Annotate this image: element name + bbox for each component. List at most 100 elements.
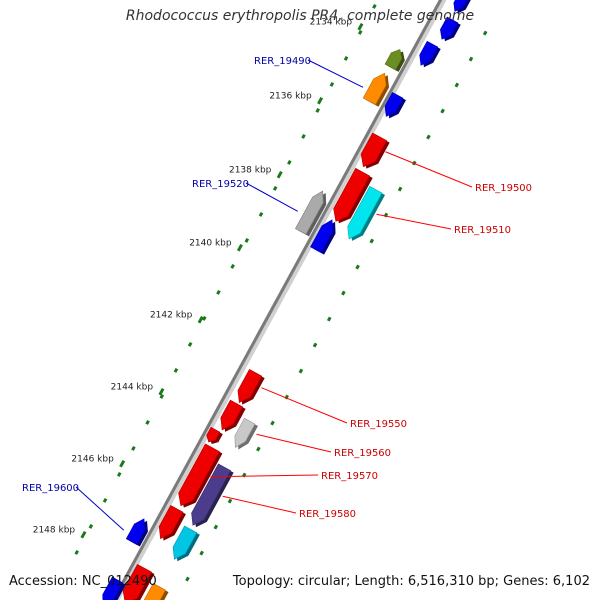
tick-label: 2144 kbp: [111, 383, 154, 393]
gene-label[interactable]: RER_19570: [321, 471, 378, 482]
gene-arrow[interactable]: [384, 92, 406, 119]
tick-mark: [80, 530, 87, 539]
gene-label[interactable]: RER_19490: [254, 56, 311, 67]
gene-arrow[interactable]: [102, 576, 126, 600]
ring-dot: [372, 3, 377, 9]
genome-title: Rhodococcus erythropolis PR4, complete g…: [125, 8, 475, 24]
gene-arrow[interactable]: [125, 518, 148, 547]
gene-arrow[interactable]: [234, 417, 258, 450]
gene-arrow[interactable]: [453, 0, 472, 14]
tick-mark: [276, 170, 283, 179]
gene-arrow[interactable]: [206, 426, 223, 444]
gene-arrow[interactable]: [139, 582, 169, 600]
accession-text: Accession: NC_012490: [9, 574, 157, 589]
gene-arrow[interactable]: [158, 505, 186, 541]
ring-dot: [343, 55, 349, 61]
gene-arrow[interactable]: [384, 49, 405, 72]
gene-leader-line: [385, 151, 473, 188]
ring-dot: [256, 446, 261, 452]
gene-label[interactable]: RER_19560: [334, 448, 391, 459]
ring-dot: [301, 133, 306, 139]
ring-dot: [131, 445, 136, 451]
ring-dot: [185, 576, 190, 582]
genome-summary: Topology: circular; Length: 6,516,310 bp…: [232, 574, 590, 589]
gene-arrow[interactable]: [191, 463, 234, 528]
ring-dot: [213, 524, 219, 530]
gene-leader-line: [307, 59, 364, 88]
ring-dot: [468, 56, 474, 62]
ring-dot: [357, 29, 363, 35]
ring-dot: [397, 186, 403, 192]
ring-dot: [116, 471, 122, 477]
gene-label[interactable]: RER_19600: [22, 483, 79, 494]
gene-arrow[interactable]: [347, 185, 385, 241]
backbone-shadow: [111, 0, 447, 600]
gene-leader-line: [75, 486, 125, 531]
gene-arrow-body: [295, 190, 324, 235]
ring-dot: [369, 238, 375, 244]
ring-dot: [258, 211, 264, 217]
ring-dot: [326, 316, 332, 322]
ring-dot: [187, 341, 193, 347]
ring-dot: [341, 290, 346, 296]
gene-arrow-body: [384, 92, 404, 117]
ring-dot: [227, 498, 233, 504]
gene-arrow-body: [310, 219, 333, 253]
gene-arrow[interactable]: [419, 40, 441, 68]
gene-arrow-body: [143, 582, 166, 600]
gene-arrow-body: [234, 417, 256, 448]
tick-mark: [119, 459, 126, 468]
gene-arrow[interactable]: [178, 443, 223, 508]
gene-arrow[interactable]: [172, 525, 200, 562]
gene-label[interactable]: RER_19520: [192, 179, 249, 190]
gene-arrow-body: [419, 40, 439, 66]
ring-dot: [102, 497, 108, 503]
ring-dot: [199, 550, 204, 556]
gene-label[interactable]: RER_19550: [350, 419, 407, 430]
tick-mark: [197, 315, 204, 324]
ring-dot: [426, 134, 431, 140]
gene-leader-line: [256, 433, 332, 453]
gene-arrow-body: [172, 525, 198, 560]
ring-dot: [329, 81, 335, 87]
gene-arrow[interactable]: [362, 72, 390, 107]
tick-mark: [357, 22, 364, 31]
tick-mark: [158, 387, 165, 396]
gene-arrow[interactable]: [440, 16, 461, 42]
gene-arrow-body: [384, 49, 403, 71]
gene-arrow[interactable]: [122, 563, 155, 600]
tick-label: 2146 kbp: [71, 455, 114, 465]
gene-label[interactable]: RER_19580: [299, 509, 356, 520]
gene-arrow[interactable]: [310, 219, 336, 255]
gene-arrow-body: [178, 443, 220, 507]
tick-label: 2136 kbp: [269, 92, 312, 102]
gene-arrow-body: [122, 563, 152, 600]
gene-arrow[interactable]: [237, 368, 265, 405]
gene-label[interactable]: RER_19510: [454, 225, 511, 236]
gene-arrow[interactable]: [333, 167, 373, 224]
ring-dot: [287, 159, 292, 165]
ring-dot: [74, 549, 79, 555]
gene-arrow-body: [360, 132, 388, 168]
gene-label[interactable]: RER_19500: [475, 183, 532, 194]
tick-label: 2148 kbp: [33, 526, 76, 536]
ring-dot: [173, 367, 179, 373]
gene-arrow-body: [237, 368, 263, 404]
genome-backbone: [111, 0, 443, 600]
ring-dot: [315, 107, 320, 113]
gene-arrow-body: [453, 0, 468, 12]
gene-arrow[interactable]: [220, 399, 246, 432]
ring-dot: [440, 108, 445, 114]
gene-arrow[interactable]: [295, 190, 327, 237]
tick-label: 2142 kbp: [150, 311, 193, 321]
gene-layer: [102, 0, 472, 600]
gene-leader-line: [222, 495, 297, 514]
tick-label: 2140 kbp: [189, 239, 232, 249]
gene-arrow[interactable]: [360, 132, 390, 169]
ring-dot: [244, 237, 250, 243]
ring-dot: [272, 185, 278, 191]
tick-label: 2138 kbp: [229, 166, 272, 176]
ring-dot: [454, 82, 460, 88]
gene-arrow-body: [125, 518, 146, 545]
gene-arrow-body: [347, 185, 383, 240]
